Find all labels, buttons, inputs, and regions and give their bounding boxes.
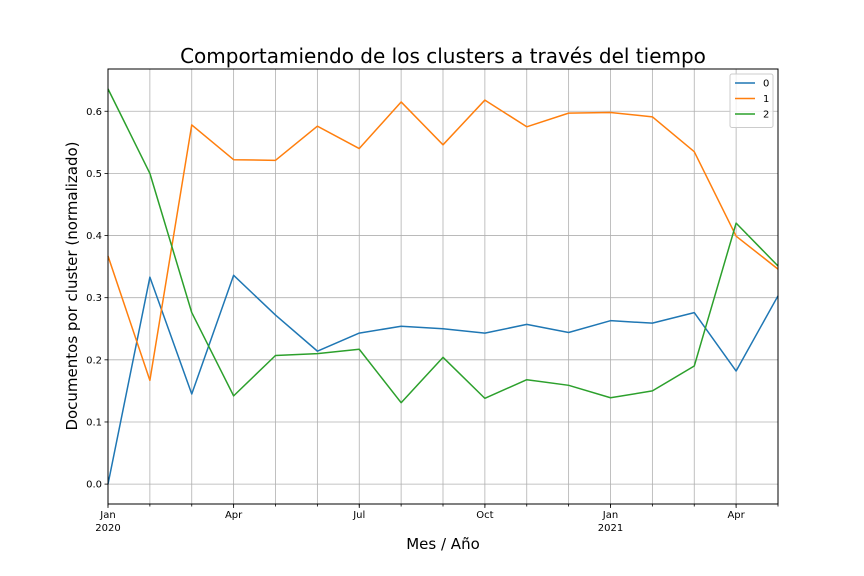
y-tick-label: 0.5 [86, 169, 102, 180]
y-tick-label: 0.4 [86, 231, 102, 242]
series-line-2 [107, 88, 779, 404]
x-tick-label: Oct [476, 510, 493, 521]
y-tick-label: 0.2 [86, 355, 102, 366]
x-tick-sublabel: 2020 [95, 523, 120, 534]
legend-label-1: 1 [763, 94, 769, 105]
x-tick-sublabel: 2021 [598, 523, 623, 534]
legend: 0 1 2 [729, 73, 774, 128]
legend-label-0: 0 [763, 79, 769, 90]
legend-label-2: 2 [763, 110, 769, 121]
series-line-0 [107, 274, 779, 485]
y-tick-label: 0.1 [86, 417, 102, 428]
x-axis: Jan 2020 Apr Jul Oct Jan 2021 Apr [95, 504, 779, 534]
y-tick-label: 0.0 [86, 480, 102, 491]
grid [107, 69, 779, 504]
y-axis: 0.0 0.1 0.2 0.3 0.4 0.5 0.6 [86, 107, 108, 491]
y-tick-label: 0.6 [86, 107, 102, 118]
x-tick-label: Apr [225, 510, 243, 521]
x-axis-label: Mes / Año [406, 535, 480, 553]
series-line-1 [107, 99, 779, 382]
y-tick-label: 0.3 [86, 293, 102, 304]
series-layer [107, 88, 779, 485]
x-tick-label: Jan [99, 510, 115, 521]
y-axis-label: Documentos por cluster (normalizado) [63, 141, 81, 430]
x-tick-label: Apr [727, 510, 745, 521]
x-tick-label: Jan [602, 510, 618, 521]
x-tick-label: Jul [352, 510, 365, 521]
chart-title: Comportamiendo de los clusters a través … [180, 44, 706, 68]
